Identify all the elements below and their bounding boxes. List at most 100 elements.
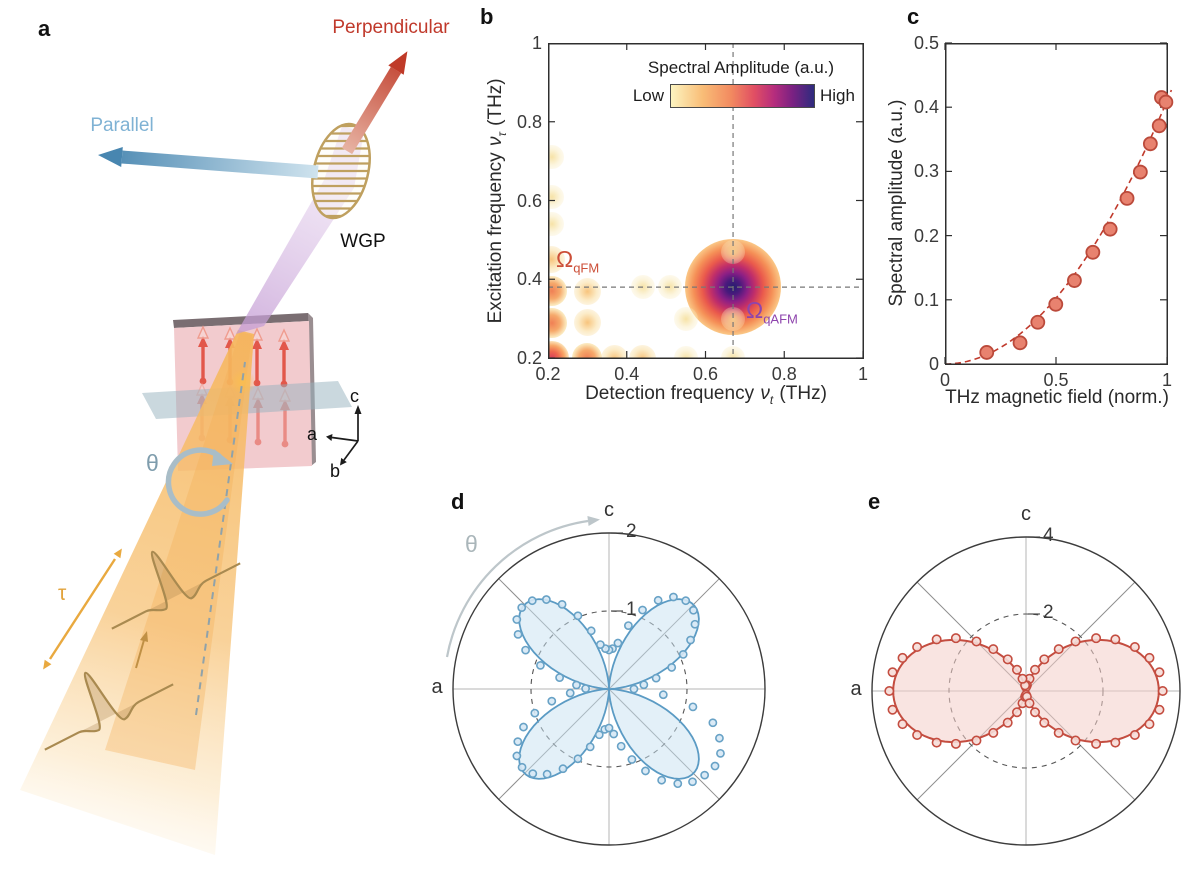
panel-b-label: b: [480, 4, 494, 29]
polar-grid-circle: [530, 610, 688, 768]
polar-data-point: [700, 770, 710, 780]
b-xtick: 0.4: [614, 364, 640, 384]
heatmap-peak: [629, 344, 656, 359]
panel-d-label: d: [451, 489, 465, 514]
data-point: [1151, 118, 1167, 134]
polar-data-point: [950, 633, 961, 644]
polar-data-point: [565, 688, 575, 698]
polar-data-point: [1002, 654, 1013, 665]
polar-data-point: [1039, 654, 1050, 665]
polar-data-point: [1154, 704, 1165, 715]
polar-data-point: [1011, 707, 1022, 718]
omega-qfm-annotation: ΩqFM: [556, 246, 600, 276]
polar-data-point: [971, 636, 982, 647]
spin-arrow: [278, 388, 292, 448]
crystal-axis-c-label: c: [350, 386, 359, 406]
radial-tick-label: 2: [626, 521, 637, 542]
heatmap-peak: [673, 306, 698, 331]
polar-data-point: [639, 680, 649, 690]
data-point: [1085, 244, 1101, 260]
polar-data-point: [1091, 633, 1102, 644]
polar-data-point: [512, 751, 522, 761]
polar-data-point: [1070, 735, 1081, 746]
colorbar-low-label: Low: [632, 86, 664, 105]
c-ytick: 0.4: [913, 97, 939, 118]
b-xtick: 0.8: [771, 364, 797, 384]
polar-data-point: [1002, 717, 1013, 728]
transmitted-beam: [236, 126, 364, 334]
polar-data-point: [657, 775, 667, 785]
polar-data-point: [653, 595, 663, 605]
polar-data-point: [950, 738, 961, 749]
c-xtick: 0.5: [1043, 370, 1069, 390]
polar-data-point: [1053, 727, 1064, 738]
polar-data-point: [887, 667, 898, 678]
polar-data-point: [641, 766, 650, 776]
polar-data-point: [673, 779, 683, 789]
polar-data-point: [884, 686, 895, 697]
theta-label: θ: [146, 450, 159, 476]
data-point: [1012, 335, 1028, 351]
polar-grid-circle: [871, 536, 1181, 846]
polar-data-point: [557, 600, 567, 609]
data-point: [979, 345, 995, 360]
polar-data-point: [688, 777, 697, 787]
polar-data-point: [971, 735, 982, 746]
polar-data-point: [931, 634, 942, 645]
polar-data-point: [541, 595, 551, 604]
spin-arrow: [277, 328, 291, 388]
polar-grid-circle: [452, 532, 766, 846]
polar-data-point: [988, 644, 999, 655]
thz-pulse-2: [44, 671, 174, 751]
data-point: [1048, 296, 1064, 312]
polar-data-point: [897, 652, 908, 663]
data-point: [1102, 221, 1118, 237]
tau-label: τ: [58, 582, 67, 605]
d-axis-a-label: a: [431, 676, 443, 698]
b-ytick: 1: [531, 33, 542, 53]
beam-axis-dashed-line: [195, 361, 246, 716]
panel-c-label: c: [907, 4, 920, 29]
polar-data-point: [609, 729, 619, 739]
data-point: [1142, 136, 1158, 152]
polar-data-point: [555, 673, 564, 682]
heatmap-peak: [548, 212, 564, 237]
radial-tick-label: 1: [626, 599, 637, 620]
colorbar-high-label: High: [820, 86, 855, 105]
polar-data-point: [686, 635, 695, 645]
b-xaxis-title: Detection frequency νt (THz): [585, 383, 827, 407]
polar-data-point: [585, 742, 595, 752]
polar-data-point: [542, 769, 552, 779]
radial-tick-label: 2: [1043, 602, 1054, 623]
polar-data-point: [573, 611, 583, 621]
polar-plot-d-canvas: [452, 532, 766, 846]
scatter-plot: [944, 42, 1174, 365]
polar-plot-perpendicular: c a 2 4: [850, 503, 1181, 846]
polar-data-point: [708, 718, 718, 728]
parallel-label: Parallel: [90, 115, 154, 136]
polar-data-point: [604, 723, 614, 733]
polar-data-point: [690, 619, 700, 629]
polar-data-point: [710, 761, 720, 771]
e-axis-c-label: c: [1021, 503, 1031, 525]
polar-data-point: [651, 673, 661, 683]
polar-data-point: [681, 596, 691, 606]
polar-plot-e-canvas: [871, 536, 1181, 846]
tau-delay-arrow: [43, 548, 122, 670]
heatmap-peak: [673, 346, 698, 359]
polar-data-point: [536, 660, 545, 670]
polar-data-point: [1053, 644, 1064, 655]
polar-data-point: [517, 762, 527, 772]
radial-tick-label: 4: [1043, 525, 1054, 546]
colorbar-title: Spectral Amplitude (a.u.): [647, 58, 835, 77]
spin-arrow: [251, 386, 265, 446]
polar-data-point: [638, 605, 647, 615]
heatmap-peak: [548, 307, 567, 338]
polar-data-point: [581, 684, 591, 693]
polar-data-point: [513, 737, 523, 747]
panel-e-label: e: [868, 489, 881, 514]
b-ytick: 0.2: [516, 348, 542, 368]
polar-data-point: [558, 764, 568, 774]
polar-data-point: [1154, 667, 1165, 678]
polar-data-point: [1144, 652, 1155, 663]
